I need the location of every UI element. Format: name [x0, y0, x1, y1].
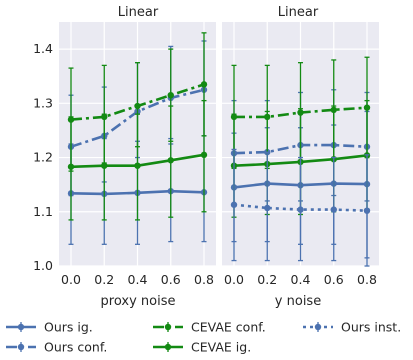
x-tick-label: 0.2	[257, 272, 277, 287]
data-point	[200, 151, 208, 159]
x-tick-label: 0.6	[161, 272, 181, 287]
data-point	[330, 206, 337, 213]
legend-item: CEVAE ig.	[153, 340, 251, 355]
x-tick-label: 0.8	[357, 272, 377, 287]
x-tick-label: 0.6	[324, 272, 344, 287]
data-point	[363, 207, 371, 214]
data-point	[230, 201, 238, 208]
legend-label: Ours ig.	[44, 320, 93, 335]
y-tick-label: 1.1	[33, 204, 53, 219]
x-axis-label: y noise	[275, 294, 321, 309]
data-point	[134, 102, 141, 110]
series-cevae-ig	[67, 99, 208, 221]
data-point	[101, 162, 108, 169]
x-tick-label: 0.8	[194, 272, 214, 287]
legend-label: Ours conf.	[44, 340, 107, 355]
x-axis-label: proxy noise	[101, 294, 176, 309]
panel-title: Linear	[118, 5, 159, 20]
data-point	[167, 157, 174, 164]
x-tick-label: 0.0	[224, 272, 244, 287]
panel-y-noise: Linear 0.0 0.2 0.4 0.6 0.8 y noise	[222, 5, 379, 309]
legend-label: CEVAE conf.	[191, 320, 266, 335]
series-line	[233, 203, 368, 212]
legend-label: Ours inst.	[341, 320, 401, 335]
legend: Ours ig. CEVAE conf. Ours inst. Ours conf. C…	[6, 320, 401, 355]
data-point	[167, 92, 174, 99]
y-tick-label: 1.3	[33, 95, 53, 110]
legend-item: Ours inst.	[303, 320, 401, 335]
panel-title: Linear	[278, 5, 319, 20]
data-point	[200, 81, 208, 88]
legend-item: CEVAE conf.	[153, 320, 266, 335]
legend-item: Ours ig.	[6, 320, 93, 335]
y-tick-label: 1.4	[33, 41, 53, 56]
data-point	[134, 162, 141, 169]
data-point	[264, 204, 271, 212]
legend-item: Ours conf.	[6, 340, 107, 355]
y-tick-label: 1.2	[33, 150, 53, 165]
x-tick-label: 0.4	[128, 272, 148, 287]
data-point	[67, 163, 75, 170]
data-point	[297, 206, 304, 213]
legend-label: CEVAE ig.	[191, 340, 251, 355]
panel-proxy-noise: Linear 1.0 1.1 1.2 1.3 1.4 0.0 0.2 0.4 0.6 0.8 p…	[33, 5, 216, 309]
x-tick-label: 0.0	[61, 272, 81, 287]
x-tick-label: 0.4	[291, 272, 311, 287]
series-ours-inst	[230, 148, 371, 267]
y-tick-label: 1.0	[33, 258, 53, 273]
x-tick-label: 0.2	[94, 272, 114, 287]
